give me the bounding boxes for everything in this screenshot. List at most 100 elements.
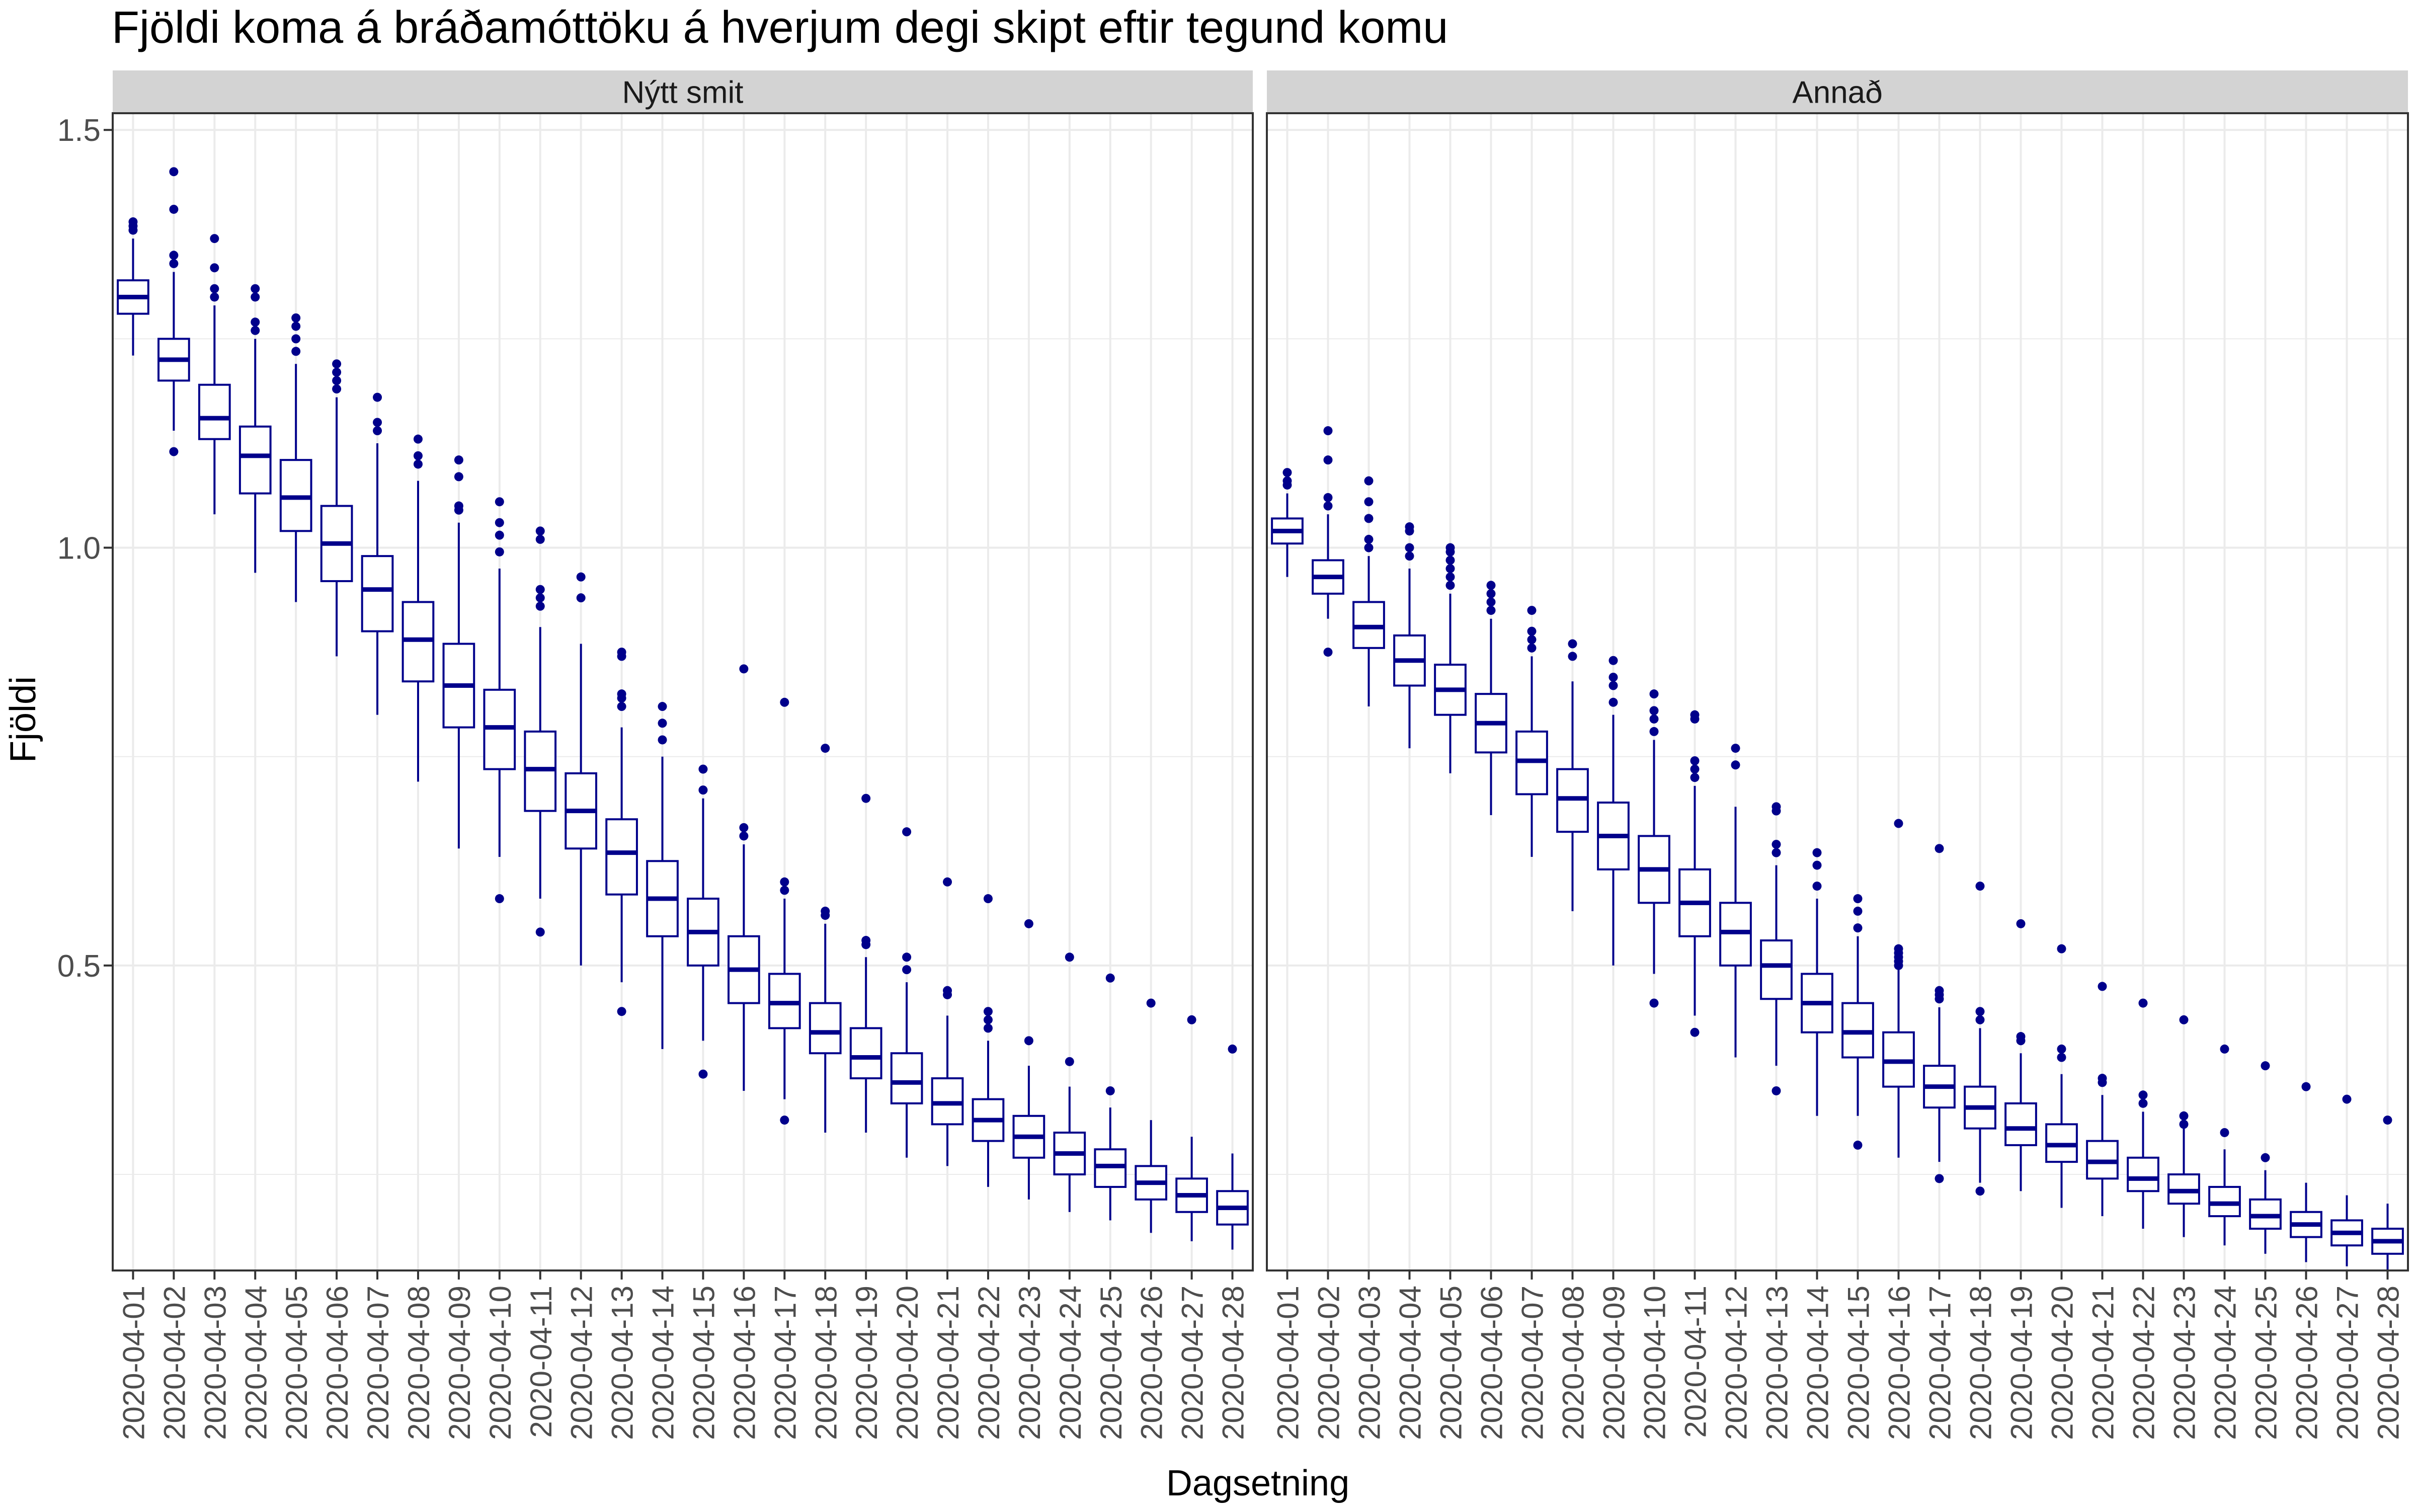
outlier-point bbox=[902, 827, 912, 837]
outlier-point bbox=[2220, 1128, 2229, 1137]
outlier-point bbox=[1608, 681, 1618, 690]
x-tick-label: 2020-04-24 bbox=[2209, 1286, 2242, 1440]
box-2020-04-28 bbox=[2371, 1116, 2404, 1270]
outlier-point bbox=[1527, 635, 1537, 645]
outlier-point bbox=[1690, 710, 1700, 720]
outlier-point bbox=[2342, 1094, 2352, 1104]
box-2020-04-03 bbox=[1352, 476, 1385, 707]
outlier-point bbox=[617, 702, 626, 711]
outlier-point bbox=[1405, 551, 1414, 561]
outlier-point bbox=[535, 927, 545, 937]
box-2020-04-07 bbox=[1515, 606, 1548, 857]
box-2020-04-12 bbox=[1719, 744, 1752, 1058]
box-2020-04-20 bbox=[2045, 944, 2078, 1208]
outlier-point bbox=[1486, 589, 1496, 598]
outlier-point bbox=[1568, 652, 1577, 661]
box-2020-04-14 bbox=[1801, 848, 1833, 1116]
outlier-point bbox=[1323, 648, 1333, 657]
x-tick-label: 2020-04-15 bbox=[1842, 1286, 1876, 1440]
outlier-point bbox=[495, 518, 504, 527]
outlier-point bbox=[1527, 643, 1537, 653]
x-tick-label: 2020-04-05 bbox=[1434, 1286, 1468, 1440]
x-tick-label: 2020-04-14 bbox=[1801, 1286, 1835, 1440]
x-tick-label: 2020-04-02 bbox=[1312, 1286, 1346, 1440]
y-tick-label: 1.0 bbox=[57, 531, 101, 566]
outlier-point bbox=[373, 426, 382, 436]
outlier-point bbox=[1323, 455, 1333, 465]
outlier-point bbox=[1690, 1027, 1700, 1037]
x-tick-label: 2020-04-17 bbox=[1923, 1286, 1957, 1440]
outlier-point bbox=[739, 823, 749, 832]
outlier-point bbox=[2138, 1098, 2148, 1108]
box-2020-04-26 bbox=[1135, 998, 1168, 1233]
outlier-point bbox=[2057, 1044, 2066, 1054]
outlier-point bbox=[495, 547, 504, 556]
outlier-point bbox=[1024, 919, 1033, 928]
box-2020-04-24 bbox=[1053, 952, 1086, 1212]
box-2020-04-19 bbox=[2004, 919, 2037, 1191]
box-2020-04-15 bbox=[1841, 894, 1874, 1150]
outlier-point bbox=[1228, 1044, 1237, 1054]
outlier-point bbox=[1608, 697, 1618, 707]
outlier-point bbox=[2301, 1082, 2311, 1091]
outlier-point bbox=[454, 501, 463, 511]
outlier-point bbox=[739, 664, 749, 674]
box-iqr bbox=[605, 818, 638, 896]
outlier-point bbox=[780, 697, 789, 707]
box-2020-04-24 bbox=[2208, 1044, 2241, 1246]
facet-label: Annað bbox=[1792, 75, 1882, 110]
outlier-point bbox=[1608, 672, 1618, 682]
x-tick-label: 2020-04-20 bbox=[2046, 1286, 2079, 1440]
outlier-point bbox=[902, 965, 912, 975]
x-tick-label: 2020-04-08 bbox=[402, 1286, 436, 1440]
outlier-point bbox=[617, 1007, 626, 1016]
x-tick-label: 2020-04-08 bbox=[1557, 1286, 1590, 1440]
outlier-point bbox=[2179, 1120, 2189, 1129]
outlier-point bbox=[535, 526, 545, 536]
outlier-point bbox=[2098, 982, 2107, 991]
outlier-point bbox=[2261, 1061, 2270, 1071]
outlier-point bbox=[1812, 882, 1822, 891]
y-tick-label: 1.5 bbox=[57, 113, 101, 148]
outlier-point bbox=[291, 347, 301, 356]
outlier-point bbox=[739, 831, 749, 841]
outlier-point bbox=[1364, 534, 1374, 544]
outlier-point bbox=[1364, 497, 1374, 507]
outlier-point bbox=[943, 986, 952, 995]
outlier-point bbox=[658, 719, 667, 728]
outlier-point bbox=[2057, 944, 2066, 953]
outlier-point bbox=[698, 1069, 708, 1079]
outlier-point bbox=[780, 886, 789, 895]
outlier-point bbox=[1323, 426, 1333, 436]
outlier-point bbox=[983, 1015, 993, 1024]
x-tick-label: 2020-04-26 bbox=[1135, 1286, 1169, 1440]
outlier-point bbox=[413, 434, 423, 444]
outlier-point bbox=[332, 376, 342, 385]
box-2020-04-16 bbox=[728, 664, 760, 1091]
outlier-point bbox=[1772, 1086, 1781, 1095]
x-tick-label: 2020-04-17 bbox=[768, 1286, 802, 1440]
outlier-point bbox=[658, 702, 667, 711]
outlier-point bbox=[169, 251, 179, 260]
outlier-point bbox=[1323, 501, 1333, 511]
outlier-point bbox=[1935, 844, 1944, 853]
x-tick-label: 2020-04-18 bbox=[1964, 1286, 1998, 1440]
outlier-point bbox=[1568, 639, 1577, 649]
outlier-point bbox=[2016, 1032, 2026, 1042]
outlier-point bbox=[128, 217, 138, 226]
outlier-point bbox=[1527, 626, 1537, 636]
x-tick-label: 2020-04-12 bbox=[1720, 1286, 1753, 1440]
outlier-point bbox=[251, 317, 260, 327]
outlier-point bbox=[821, 906, 830, 916]
box-iqr bbox=[809, 1002, 842, 1055]
box-2020-04-17 bbox=[1923, 844, 1956, 1183]
chart-title: Fjöldi koma á bráðamóttöku á hverjum deg… bbox=[112, 3, 1448, 53]
x-tick-label: 2020-04-12 bbox=[565, 1286, 599, 1440]
outlier-point bbox=[1527, 606, 1537, 615]
outlier-point bbox=[780, 1116, 789, 1125]
box-iqr bbox=[2127, 1156, 2159, 1192]
box-2020-04-19 bbox=[849, 793, 882, 1133]
outlier-point bbox=[332, 384, 342, 394]
box-2020-04-10 bbox=[1638, 689, 1670, 1008]
outlier-point bbox=[1772, 840, 1781, 849]
